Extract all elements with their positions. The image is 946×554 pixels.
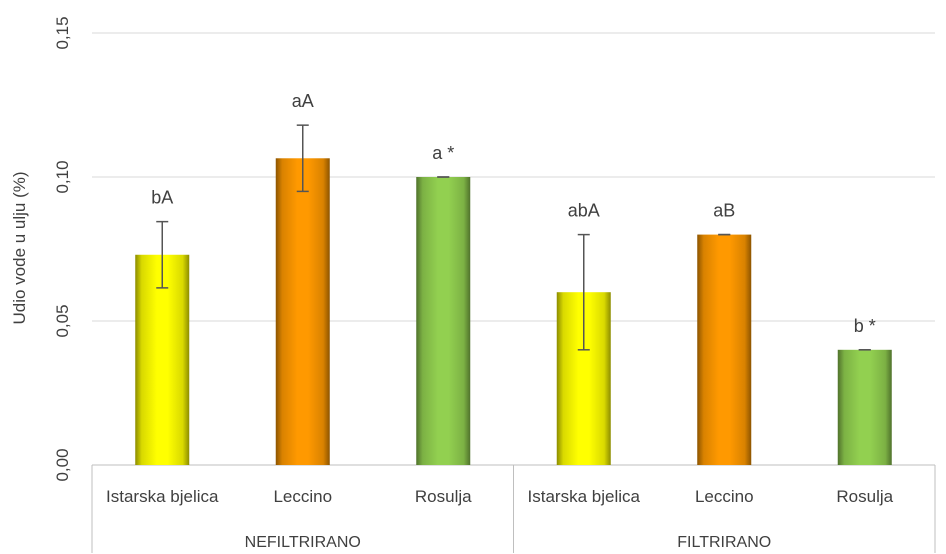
y-tick-label: 0,05 xyxy=(53,304,72,337)
data-label: bA xyxy=(151,188,173,208)
bar xyxy=(416,177,471,465)
bar xyxy=(697,234,752,465)
bar xyxy=(275,158,330,465)
y-tick-label: 0,15 xyxy=(53,16,72,49)
data-label: b * xyxy=(854,316,876,336)
x-tick-label: Leccino xyxy=(695,487,754,506)
labels: 0,00 0,05 0,10 0,15 bA Istarska bjelica aA Lecc… xyxy=(53,16,894,551)
data-label: a * xyxy=(432,143,454,163)
y-tick-label: 0,00 xyxy=(53,448,72,481)
bar xyxy=(837,349,892,465)
group-label: NEFILTRIRANO xyxy=(245,534,361,551)
y-tick-label: 0,10 xyxy=(53,160,72,193)
data-label: abA xyxy=(568,201,600,221)
y-axis-label: Udio vode u ulju (%) xyxy=(10,171,29,324)
x-tick-label: Rosulja xyxy=(836,487,893,506)
gridlines xyxy=(91,32,936,553)
x-tick-label: Istarska bjelica xyxy=(528,487,641,506)
data-label: aB xyxy=(713,201,735,221)
bars xyxy=(135,124,892,465)
data-label: aA xyxy=(292,91,314,111)
x-tick-label: Leccino xyxy=(273,487,332,506)
bar xyxy=(135,254,190,465)
x-tick-label: Rosulja xyxy=(415,487,472,506)
x-tick-label: Istarska bjelica xyxy=(106,487,219,506)
group-label: FILTRIRANO xyxy=(677,534,771,551)
